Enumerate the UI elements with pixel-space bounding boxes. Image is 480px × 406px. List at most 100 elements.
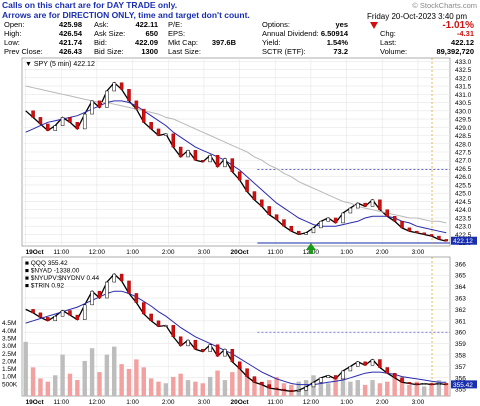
candle bbox=[90, 100, 94, 115]
last-price-tag bbox=[451, 380, 477, 389]
x-tick-label: 12:00 bbox=[89, 399, 106, 406]
options-label: Options: bbox=[262, 20, 290, 29]
qqq-legend-item: ■ $TRIN 0.92 bbox=[25, 283, 64, 290]
x-tick-label: 1:00 bbox=[126, 399, 139, 406]
volume-bar bbox=[193, 381, 198, 396]
x-tick-label: 11:00 bbox=[53, 399, 69, 406]
bid-label: Bid: bbox=[94, 38, 107, 47]
ask-size-value: 650 bbox=[145, 29, 158, 38]
y-tick-label: 362 bbox=[455, 307, 466, 314]
volume-bar bbox=[200, 383, 206, 396]
low-value: 421.74 bbox=[59, 38, 82, 47]
volume-bar bbox=[207, 376, 213, 396]
candle bbox=[363, 202, 367, 207]
bid-value: 422.09 bbox=[135, 38, 158, 47]
candle bbox=[68, 117, 72, 123]
candle bbox=[223, 158, 227, 168]
last-value: 422.12 bbox=[451, 38, 474, 47]
candle bbox=[97, 290, 102, 299]
x-tick-label: 1:00 bbox=[126, 249, 139, 256]
series-line-1 bbox=[25, 81, 447, 242]
x-tick-label: 19Oct bbox=[26, 399, 45, 406]
candle bbox=[208, 344, 212, 352]
candle bbox=[164, 325, 168, 327]
change-percent: -1.01% bbox=[442, 20, 474, 31]
candle bbox=[267, 384, 271, 389]
candle bbox=[326, 217, 330, 222]
volume-tick-label: 4.5M bbox=[2, 320, 16, 327]
volume-bar bbox=[436, 380, 442, 396]
candle bbox=[75, 314, 80, 320]
candle bbox=[422, 232, 426, 235]
candle bbox=[326, 375, 330, 379]
x-tick-label: 12:00 bbox=[89, 249, 106, 256]
low-label: Low: bbox=[4, 38, 20, 47]
candle bbox=[437, 235, 441, 240]
candle bbox=[97, 100, 102, 108]
x-tick-label: 2:00 bbox=[376, 399, 389, 406]
candle bbox=[437, 383, 441, 385]
volume-bar bbox=[23, 341, 28, 396]
candle bbox=[282, 388, 286, 391]
candle bbox=[156, 128, 161, 136]
candle bbox=[112, 273, 116, 283]
volume-bar bbox=[355, 380, 360, 396]
volume-bar bbox=[141, 367, 146, 396]
up-arrow-icon bbox=[305, 243, 316, 251]
volume-bar bbox=[252, 378, 257, 396]
candle bbox=[400, 377, 404, 383]
qqq-volume-panel: 366 365 364 363 362 361 360 359 358 357 356 355 19Oc… bbox=[2, 256, 477, 406]
volume-tick-label: 3.5M bbox=[2, 335, 16, 342]
high-label: High: bbox=[4, 29, 22, 38]
yield-label: Yield: bbox=[262, 38, 281, 47]
candle bbox=[134, 293, 139, 303]
ask-label: Ask: bbox=[94, 20, 109, 29]
candle bbox=[333, 217, 338, 224]
candle bbox=[341, 370, 345, 380]
candle bbox=[252, 376, 257, 383]
candle bbox=[38, 312, 43, 318]
y-tick-label: 425.5 bbox=[455, 182, 472, 189]
stockcharts-credit: © StockCharts.com bbox=[412, 1, 477, 10]
y-tick-label: 424.0 bbox=[455, 207, 472, 214]
candle bbox=[230, 349, 235, 363]
chart-notes: Calls on this chart are for DAY TRADE on… bbox=[2, 0, 250, 20]
volume-bar bbox=[112, 346, 117, 396]
candle bbox=[311, 382, 316, 388]
series-line-2 bbox=[25, 290, 447, 386]
volume-bar bbox=[82, 360, 87, 396]
y-tick-label: 423.0 bbox=[455, 224, 472, 231]
candle bbox=[201, 349, 205, 352]
x-tick-label: 3:00 bbox=[198, 249, 211, 256]
candle bbox=[105, 281, 109, 299]
candle bbox=[31, 309, 35, 314]
y-tick-label: 365 bbox=[455, 273, 466, 280]
annual-div-label: Annual Dividend: bbox=[262, 29, 319, 38]
candle bbox=[444, 239, 449, 242]
y-tick-label: 426.5 bbox=[455, 166, 472, 173]
candle bbox=[149, 313, 153, 322]
candle bbox=[444, 383, 449, 385]
volume-bar bbox=[421, 386, 427, 396]
candle bbox=[156, 320, 161, 327]
x-tick-label: 19Oct bbox=[26, 249, 45, 256]
volume-bar bbox=[318, 381, 324, 396]
volume-bar bbox=[38, 378, 43, 396]
volume-bar bbox=[134, 359, 139, 396]
bid-size-label: Bid Size: bbox=[94, 47, 124, 56]
volume-bar bbox=[429, 383, 434, 396]
x-tick-label: 3:00 bbox=[412, 399, 425, 406]
note-line-2: Arrows are for DIRECTION ONLY, time and … bbox=[2, 10, 250, 20]
volume-bar bbox=[377, 383, 383, 396]
x-tick-label: 12:00 bbox=[303, 399, 320, 406]
candle bbox=[178, 146, 183, 158]
candle bbox=[252, 191, 257, 201]
yield-value: 1.54% bbox=[326, 38, 348, 47]
candle bbox=[237, 171, 242, 181]
candle bbox=[230, 158, 235, 173]
ask-value: 422.11 bbox=[135, 20, 158, 29]
candle bbox=[53, 315, 57, 322]
y-tick-label: 430.0 bbox=[455, 108, 472, 115]
